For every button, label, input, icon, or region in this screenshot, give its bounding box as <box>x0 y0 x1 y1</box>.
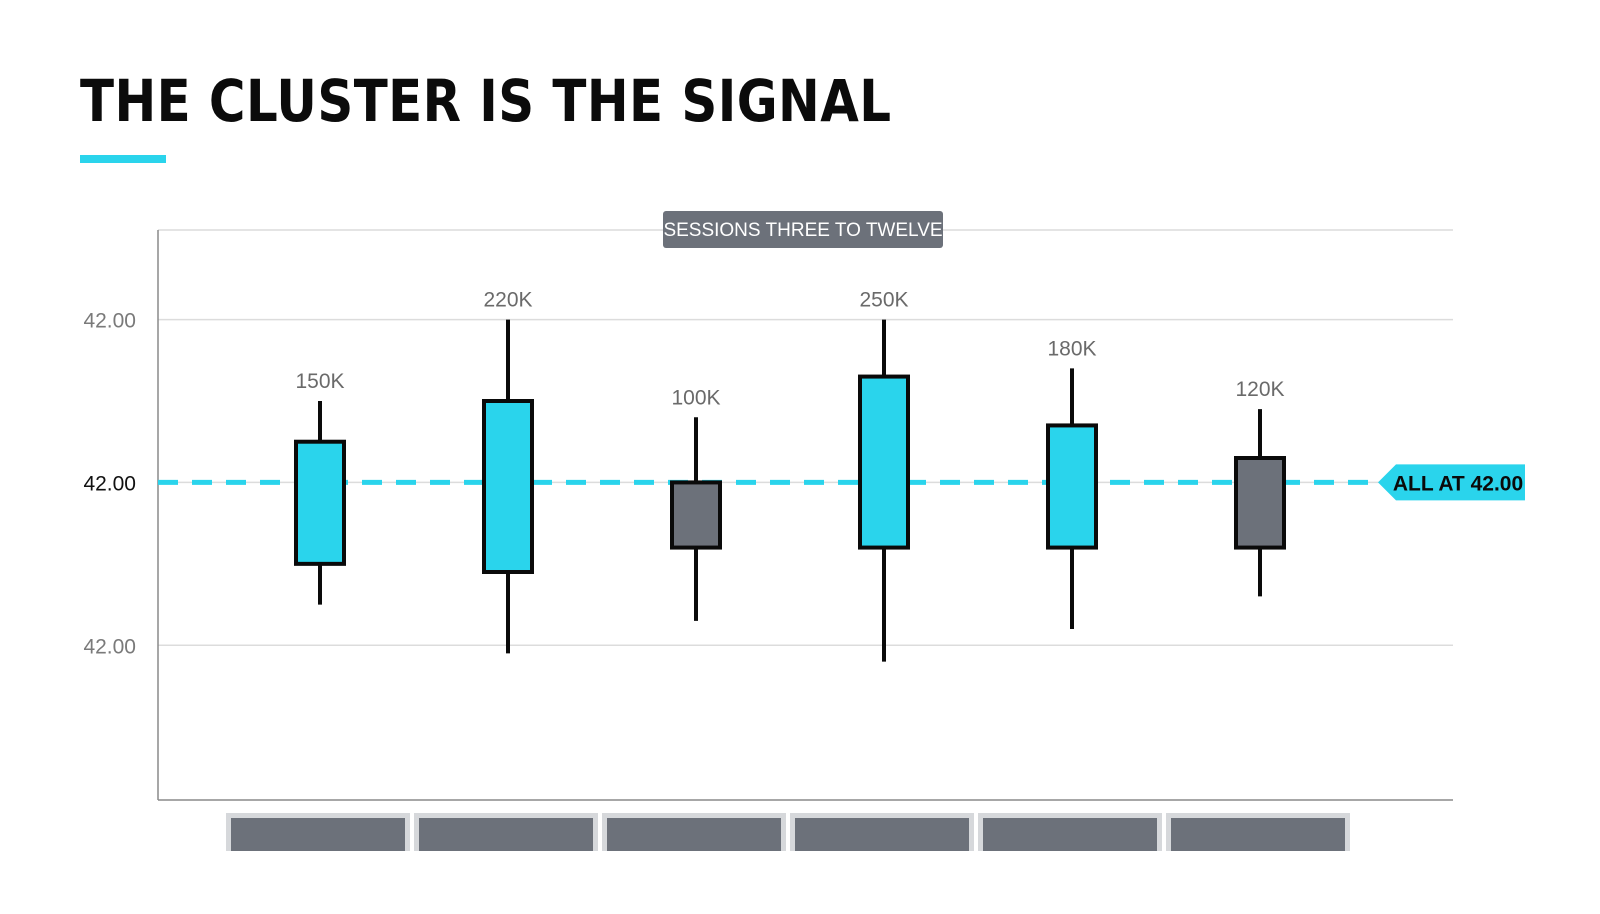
candle-layer <box>294 319 1286 662</box>
candle <box>1234 409 1286 597</box>
volume-bar <box>607 818 781 851</box>
volume-bar <box>983 818 1157 851</box>
reference-label: ALL AT 42.00 <box>1393 472 1523 495</box>
banner-layer: SESSIONS THREE TO TWELVE ALL AT 42.00 <box>663 211 1525 501</box>
axis-layer: 42.00 42.00 42.00 <box>83 230 1453 801</box>
volume-bar <box>419 818 593 851</box>
reference-label-bg <box>1378 464 1525 501</box>
label-layer: 150K 220K 100K 250K 180K 120K <box>295 289 1284 410</box>
y-tick-label: 42.00 <box>83 635 136 658</box>
candle <box>1046 368 1098 629</box>
title-underline <box>80 155 166 163</box>
reference-label-tag: ALL AT 42.00 <box>1378 464 1525 501</box>
volume-label: 120K <box>1235 378 1284 401</box>
volume-label: 220K <box>483 289 532 312</box>
candle-body <box>294 439 346 566</box>
candle-body <box>482 399 534 574</box>
volume-bar-layer <box>226 813 1350 851</box>
chart-title: SESSIONS THREE TO TWELVE <box>663 220 942 241</box>
candle <box>858 319 910 662</box>
candle-body <box>858 374 910 550</box>
candle <box>670 417 722 621</box>
volume-label: 250K <box>859 289 908 312</box>
chart-title-banner <box>663 211 943 248</box>
candle-body <box>1046 423 1098 550</box>
page-title: THE CLUSTER IS THE SIGNAL <box>80 67 892 135</box>
volume-bar <box>795 818 969 851</box>
candle <box>294 401 346 605</box>
volume-label: 100K <box>671 386 720 409</box>
candle <box>482 319 534 654</box>
candle-body <box>1234 456 1286 550</box>
y-tick-label: 42.00 <box>83 472 136 495</box>
volume-label: 150K <box>295 370 344 393</box>
candle-body <box>670 480 722 550</box>
volume-bar <box>1171 818 1345 851</box>
volume-bar <box>231 818 405 851</box>
volume-label: 180K <box>1047 337 1096 360</box>
y-tick-label: 42.00 <box>83 310 136 333</box>
